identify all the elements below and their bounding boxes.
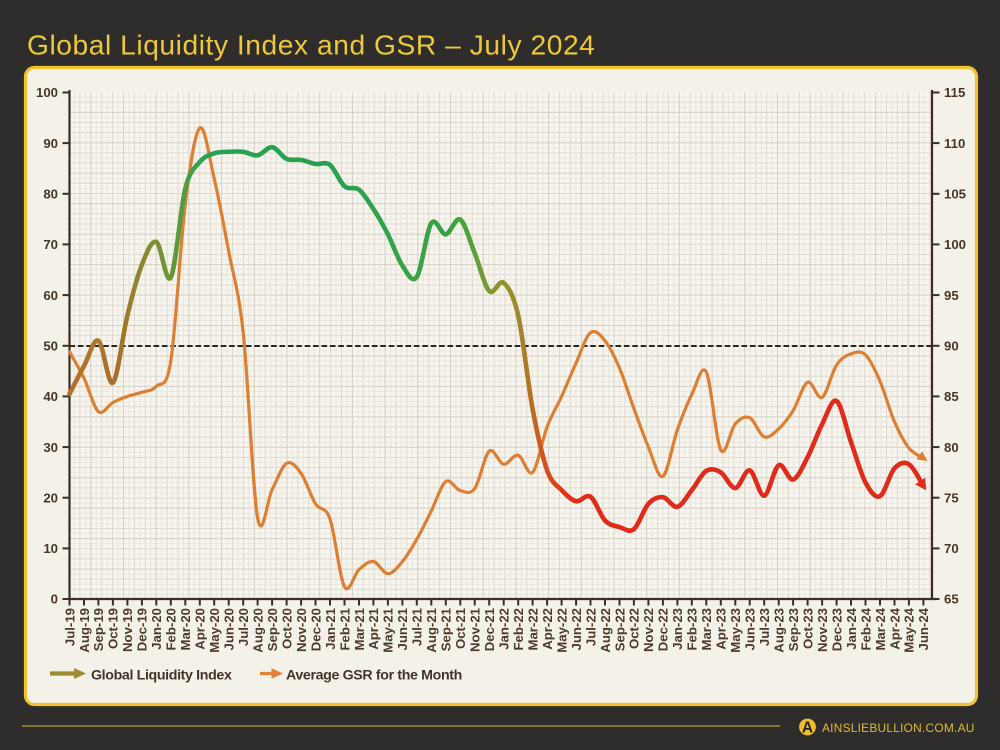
svg-text:Jan-23: Jan-23 [670,608,685,650]
svg-text:Jul-20: Jul-20 [236,608,251,646]
svg-text:May-21: May-21 [381,608,396,653]
svg-text:Feb-24: Feb-24 [858,607,873,650]
svg-text:110: 110 [944,136,965,151]
svg-text:30: 30 [43,440,58,455]
svg-text:Feb-21: Feb-21 [337,608,352,651]
svg-text:60: 60 [43,288,58,303]
svg-text:Feb-22: Feb-22 [511,608,526,651]
svg-text:115: 115 [944,85,965,100]
svg-text:Jan-20: Jan-20 [149,608,164,650]
svg-text:Oct-23: Oct-23 [800,608,815,649]
svg-text:Oct-21: Oct-21 [453,608,468,649]
svg-text:90: 90 [43,136,58,151]
svg-text:Sep-21: Sep-21 [439,608,454,651]
svg-text:Mar-24: Mar-24 [873,607,888,650]
svg-text:Average GSR for the Month: Average GSR for the Month [286,668,462,684]
svg-text:Sep-20: Sep-20 [265,608,280,651]
svg-text:Jun-22: Jun-22 [569,608,584,651]
svg-text:Aug-20: Aug-20 [250,608,265,653]
svg-text:Jun-21: Jun-21 [395,608,410,651]
svg-text:Jul-21: Jul-21 [410,608,425,646]
svg-text:Aug-23: Aug-23 [772,608,787,653]
svg-text:Apr-22: Apr-22 [540,608,555,650]
svg-text:Aug-21: Aug-21 [424,608,439,653]
svg-text:40: 40 [43,389,58,404]
svg-text:Dec-22: Dec-22 [656,608,671,651]
svg-text:Nov-19: Nov-19 [120,608,135,652]
svg-text:Jan-21: Jan-21 [323,608,338,650]
svg-text:Jan-22: Jan-22 [497,608,512,650]
svg-text:85: 85 [944,389,959,404]
svg-text:95: 95 [944,288,959,303]
svg-text:Nov-20: Nov-20 [294,608,309,652]
svg-text:100: 100 [36,85,58,100]
svg-text:80: 80 [944,440,959,455]
svg-text:Oct-20: Oct-20 [279,608,294,649]
svg-text:Global Liquidity Index: Global Liquidity Index [91,668,232,684]
svg-text:Apr-23: Apr-23 [714,608,729,650]
svg-text:May-22: May-22 [554,608,569,653]
svg-text:Apr-24: Apr-24 [887,607,902,649]
svg-text:70: 70 [43,237,58,252]
svg-text:Mar-20: Mar-20 [178,608,193,651]
svg-text:Dec-21: Dec-21 [482,608,497,651]
svg-text:Sep-19: Sep-19 [91,608,106,651]
svg-text:80: 80 [43,187,58,202]
svg-text:Jul-22: Jul-22 [583,608,598,646]
svg-text:Nov-23: Nov-23 [815,608,830,652]
svg-text:Aug-19: Aug-19 [77,608,92,653]
svg-text:Jun-24: Jun-24 [916,607,931,650]
svg-text:Apr-20: Apr-20 [193,608,208,650]
svg-text:AINSLIEBULLION.COM.AU: AINSLIEBULLION.COM.AU [822,721,975,735]
svg-text:Dec-19: Dec-19 [135,608,150,651]
svg-text:May-23: May-23 [728,608,743,653]
svg-text:Apr-21: Apr-21 [366,608,381,650]
svg-text:Jun-20: Jun-20 [222,608,237,651]
svg-text:Oct-19: Oct-19 [106,608,121,649]
svg-text:Sep-23: Sep-23 [786,608,801,651]
svg-text:May-24: May-24 [902,607,917,652]
svg-text:Nov-22: Nov-22 [641,608,656,652]
svg-text:Mar-21: Mar-21 [352,608,367,651]
svg-text:Jul-19: Jul-19 [62,608,77,646]
svg-text:Sep-22: Sep-22 [612,608,627,651]
svg-text:100: 100 [944,237,966,252]
svg-text:Jun-23: Jun-23 [743,608,758,651]
svg-text:Aug-22: Aug-22 [598,608,613,653]
svg-text:Jan-24: Jan-24 [844,607,859,649]
svg-text:0: 0 [51,592,58,607]
svg-text:Feb-20: Feb-20 [164,608,179,651]
svg-text:A: A [802,720,813,737]
svg-text:10: 10 [43,541,58,556]
svg-text:50: 50 [43,338,58,353]
svg-text:70: 70 [944,541,959,556]
svg-text:Nov-21: Nov-21 [468,608,483,652]
svg-text:May-20: May-20 [207,608,222,653]
svg-text:90: 90 [944,338,959,353]
svg-text:Feb-23: Feb-23 [685,608,700,651]
svg-text:Mar-22: Mar-22 [525,608,540,651]
svg-text:65: 65 [944,592,959,607]
svg-text:75: 75 [944,490,959,505]
svg-text:Global Liquidity Index and GSR: Global Liquidity Index and GSR – July 20… [27,29,595,61]
svg-text:105: 105 [944,187,966,202]
svg-text:20: 20 [43,490,58,505]
svg-text:Jul-23: Jul-23 [757,608,772,646]
svg-text:Dec-20: Dec-20 [308,608,323,651]
svg-text:Dec-23: Dec-23 [829,608,844,651]
svg-text:Mar-23: Mar-23 [699,608,714,651]
svg-text:Oct-22: Oct-22 [627,608,642,649]
